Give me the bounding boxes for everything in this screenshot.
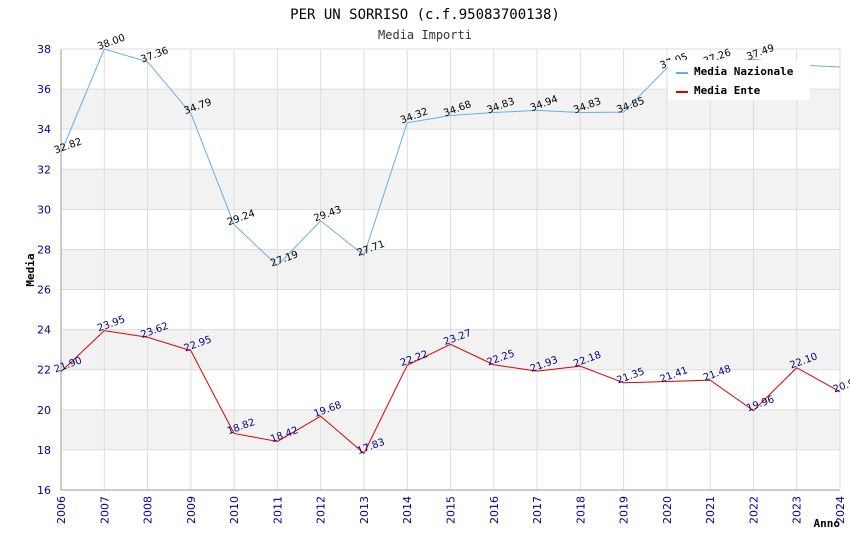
x-tick-label: 2014	[401, 496, 414, 524]
x-tick-label: 2017	[531, 496, 544, 524]
y-tick-label: 34	[37, 123, 51, 136]
legend-label-media-nazionale: Media Nazionale	[694, 65, 794, 78]
x-tick-label: 2012	[315, 496, 328, 524]
x-tick-label: 2023	[791, 496, 804, 524]
x-axis-title: Anno	[814, 517, 841, 530]
x-tick-label: 2010	[228, 496, 241, 524]
y-tick-label: 16	[37, 484, 51, 497]
y-tick-label: 20	[37, 404, 51, 417]
y-tick-label: 32	[37, 163, 51, 176]
x-tick-label: 2011	[271, 496, 284, 524]
legend: Media Nazionale Media Ente	[668, 60, 810, 100]
x-tick-label: 2013	[358, 496, 371, 524]
series-line-media-ente	[60, 330, 841, 455]
x-tick-label: 2006	[55, 496, 68, 524]
y-axis-ticks: 16 18 20 22 24 26 28 30 32 34 36 38	[37, 43, 51, 497]
x-tick-label: 2015	[445, 496, 458, 524]
x-tick-label: 2024	[834, 496, 847, 524]
x-tick-label: 2021	[704, 496, 717, 524]
x-tick-label: 2018	[574, 496, 587, 524]
legend-label-media-ente: Media Ente	[694, 84, 761, 97]
x-axis-ticks: 2006 2007 2008 2009 2010 2011 2012 2013 2014 2015…	[55, 496, 847, 524]
y-tick-label: 38	[37, 43, 51, 56]
y-tick-label: 28	[37, 243, 51, 256]
y-tick-label: 18	[37, 444, 51, 457]
x-tick-label: 2007	[98, 496, 111, 524]
y-tick-label: 36	[37, 83, 51, 96]
chart-title: PER UN SORRISO (c.f.95083700138)	[290, 7, 560, 23]
x-tick-label: 2020	[661, 496, 674, 524]
x-tick-label: 2009	[185, 496, 198, 524]
x-tick-label: 2008	[142, 496, 155, 524]
x-tick-label: 2016	[488, 496, 501, 524]
x-tick-label: 2022	[747, 496, 760, 524]
y-axis-title: Media	[24, 253, 37, 286]
y-tick-label: 22	[37, 364, 51, 377]
y-tick-label: 24	[37, 324, 51, 337]
y-tick-label: 30	[37, 203, 51, 216]
chart-subtitle: Media Importi	[378, 28, 472, 42]
y-tick-label: 26	[37, 284, 51, 297]
x-tick-label: 2019	[618, 496, 631, 524]
legend-box	[668, 60, 810, 100]
